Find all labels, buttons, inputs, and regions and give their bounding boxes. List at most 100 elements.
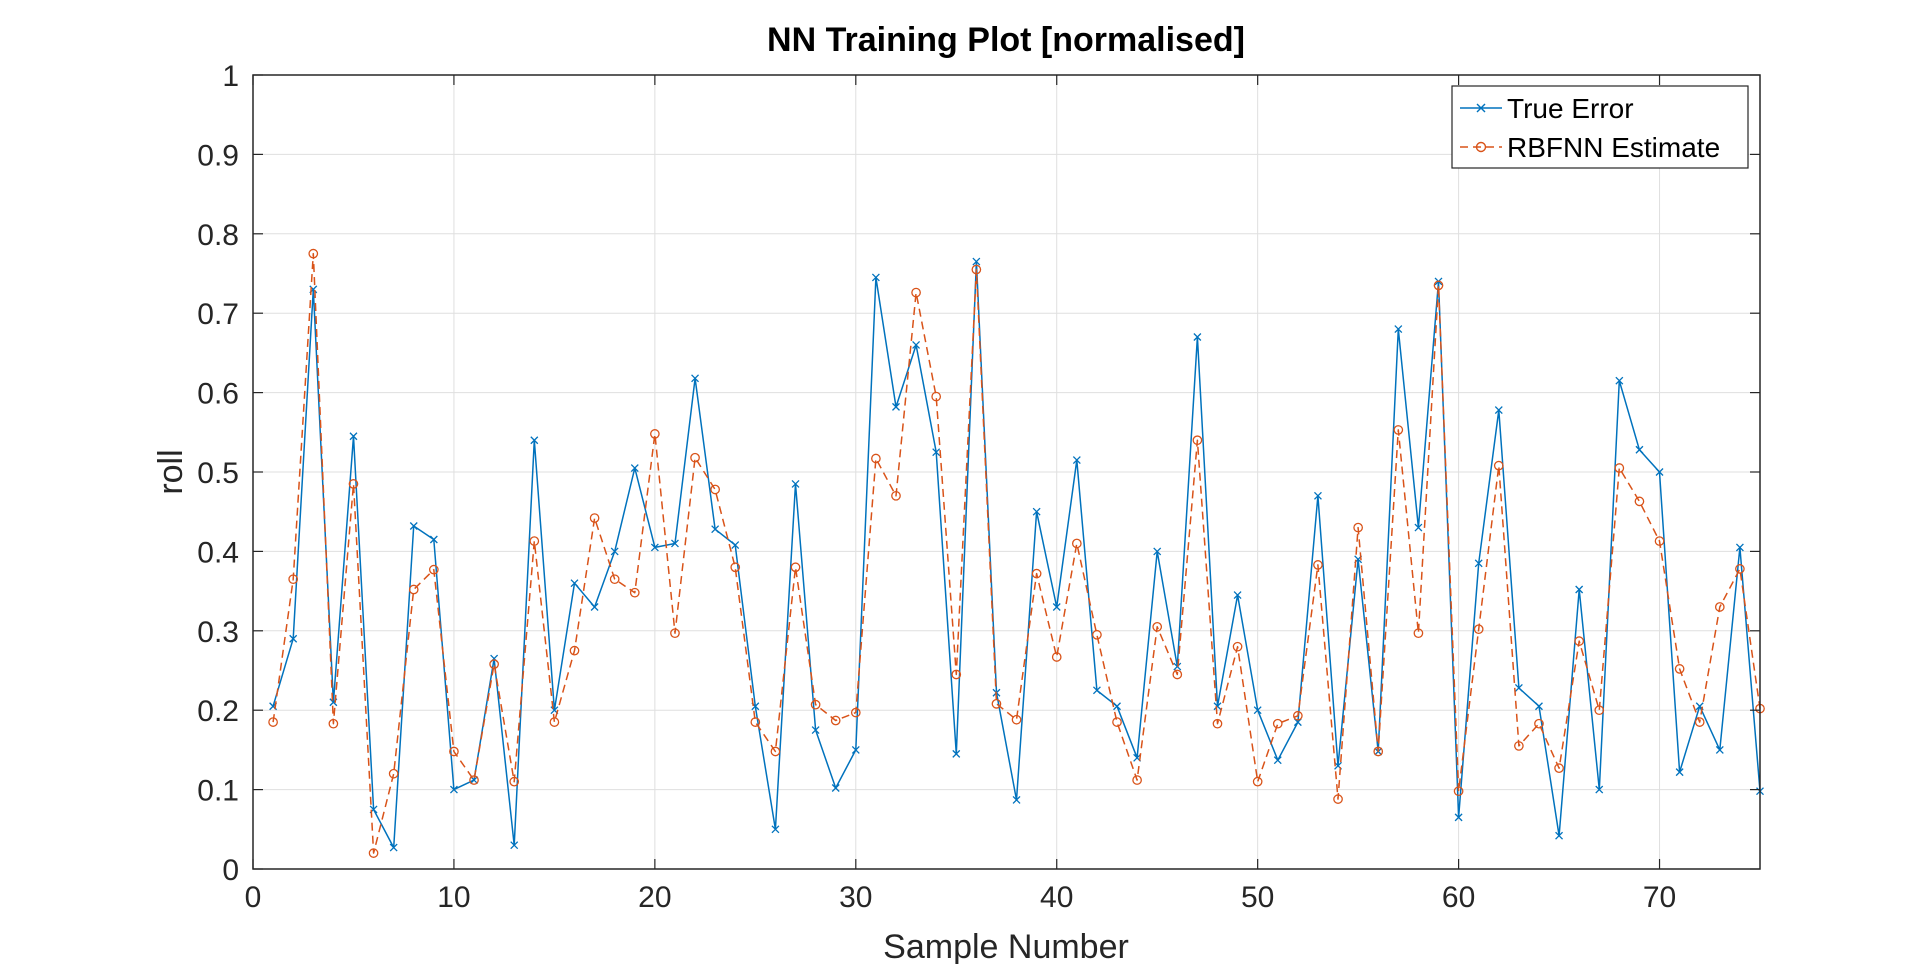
- data-point-rbfnn-estimate: [991, 698, 1002, 709]
- series-rbfnn-estimate: [268, 248, 1765, 858]
- data-point-true-error: [1555, 831, 1564, 840]
- data-point-rbfnn-estimate: [288, 574, 299, 585]
- data-point-rbfnn-estimate: [1192, 435, 1203, 446]
- data-point-rbfnn-estimate: [1493, 460, 1504, 471]
- data-point-rbfnn-estimate: [328, 718, 339, 729]
- data-point-rbfnn-estimate: [1514, 741, 1524, 751]
- series-true-error: [269, 257, 1764, 852]
- data-point-true-error: [892, 402, 900, 411]
- data-point-true-error: [1535, 702, 1543, 711]
- data-point-true-error: [1012, 795, 1021, 804]
- y-tick-label: 0.1: [197, 775, 239, 808]
- data-point-rbfnn-estimate: [1232, 641, 1243, 652]
- data-point-true-error: [1494, 406, 1503, 415]
- data-point-rbfnn-estimate: [790, 562, 801, 573]
- data-point-true-error: [610, 547, 619, 556]
- data-point-true-error: [389, 843, 398, 852]
- x-tick-label: 10: [437, 881, 470, 914]
- data-point-rbfnn-estimate: [871, 453, 881, 464]
- data-point-rbfnn-estimate: [850, 707, 861, 718]
- x-tick-label: 60: [1442, 881, 1475, 914]
- data-point-rbfnn-estimate: [308, 248, 319, 259]
- data-point-true-error: [590, 603, 599, 611]
- legend-marker-true-error: [1476, 103, 1486, 113]
- data-point-rbfnn-estimate: [770, 746, 781, 757]
- series-layer: [268, 248, 1765, 858]
- data-point-true-error: [510, 841, 519, 850]
- data-point-true-error: [1153, 547, 1162, 556]
- data-point-true-error: [952, 749, 961, 758]
- data-point-rbfnn-estimate: [1252, 776, 1263, 787]
- data-point-rbfnn-estimate: [549, 717, 560, 727]
- data-point-rbfnn-estimate: [1092, 629, 1102, 640]
- x-axis-label: Sample Number: [883, 928, 1129, 964]
- y-tick-label: 0.6: [197, 378, 239, 411]
- data-point-true-error: [1454, 813, 1463, 822]
- data-point-rbfnn-estimate: [388, 768, 399, 779]
- data-point-rbfnn-estimate: [1333, 794, 1343, 804]
- data-point-true-error: [1675, 768, 1684, 777]
- y-tick-label: 0.4: [197, 536, 239, 569]
- data-point-rbfnn-estimate: [730, 562, 741, 573]
- data-point-rbfnn-estimate: [911, 287, 921, 298]
- data-point-rbfnn-estimate: [1453, 786, 1464, 797]
- legend-label-true-error: True Error: [1507, 93, 1634, 124]
- data-point-true-error: [1072, 456, 1081, 465]
- data-point-rbfnn-estimate: [1051, 652, 1062, 662]
- y-tick-label: 0.2: [197, 695, 239, 728]
- data-point-rbfnn-estimate: [1373, 746, 1384, 757]
- data-point-rbfnn-estimate: [1614, 463, 1625, 473]
- data-point-rbfnn-estimate: [810, 699, 821, 710]
- y-tick-label: 0.9: [197, 139, 239, 172]
- data-point-true-error: [429, 535, 438, 544]
- data-point-rbfnn-estimate: [1152, 621, 1163, 632]
- data-point-rbfnn-estimate: [509, 776, 520, 787]
- data-point-true-error: [972, 257, 981, 266]
- data-point-true-error: [1615, 376, 1624, 385]
- data-point-rbfnn-estimate: [428, 564, 439, 575]
- data-point-rbfnn-estimate: [690, 452, 700, 463]
- data-point-true-error: [1655, 468, 1664, 476]
- data-point-rbfnn-estimate: [469, 775, 479, 785]
- data-point-true-error: [1635, 445, 1644, 454]
- data-point-true-error: [1193, 333, 1202, 341]
- data-point-rbfnn-estimate: [268, 717, 278, 727]
- data-point-rbfnn-estimate: [971, 264, 982, 275]
- data-point-rbfnn-estimate: [408, 584, 419, 595]
- x-tick-label: 70: [1643, 881, 1676, 914]
- y-tick-label: 0.5: [197, 457, 239, 490]
- data-point-true-error: [912, 341, 921, 349]
- data-point-true-error: [349, 432, 358, 441]
- y-axis-label: roll: [152, 449, 190, 494]
- data-point-rbfnn-estimate: [629, 587, 640, 598]
- data-point-rbfnn-estimate: [650, 429, 660, 439]
- data-point-true-error: [1474, 559, 1483, 568]
- data-point-true-error: [650, 543, 659, 552]
- data-point-true-error: [1575, 585, 1584, 594]
- data-point-true-error: [1414, 523, 1423, 532]
- data-point-rbfnn-estimate: [569, 645, 580, 656]
- data-point-rbfnn-estimate: [609, 574, 620, 585]
- data-point-rbfnn-estimate: [1212, 718, 1223, 729]
- chart-title: NN Training Plot [normalised]: [767, 21, 1245, 59]
- data-point-rbfnn-estimate: [1393, 425, 1404, 435]
- data-point-true-error: [1052, 603, 1061, 611]
- data-point-true-error: [570, 579, 579, 588]
- y-tick-label: 1: [222, 60, 239, 93]
- data-point-rbfnn-estimate: [1293, 710, 1303, 721]
- data-point-rbfnn-estimate: [1634, 496, 1645, 507]
- data-point-rbfnn-estimate: [1594, 705, 1605, 716]
- data-point-rbfnn-estimate: [1473, 624, 1484, 635]
- data-point-true-error: [289, 634, 298, 643]
- data-point-rbfnn-estimate: [931, 391, 942, 402]
- data-point-rbfnn-estimate: [1172, 669, 1183, 680]
- data-point-rbfnn-estimate: [368, 848, 379, 858]
- data-point-rbfnn-estimate: [891, 490, 901, 501]
- data-point-true-error: [711, 525, 720, 534]
- data-point-rbfnn-estimate: [1433, 280, 1444, 291]
- data-point-true-error: [1715, 745, 1724, 754]
- data-point-true-error: [1595, 785, 1604, 794]
- data-point-rbfnn-estimate: [1694, 717, 1705, 727]
- data-point-rbfnn-estimate: [1353, 522, 1363, 533]
